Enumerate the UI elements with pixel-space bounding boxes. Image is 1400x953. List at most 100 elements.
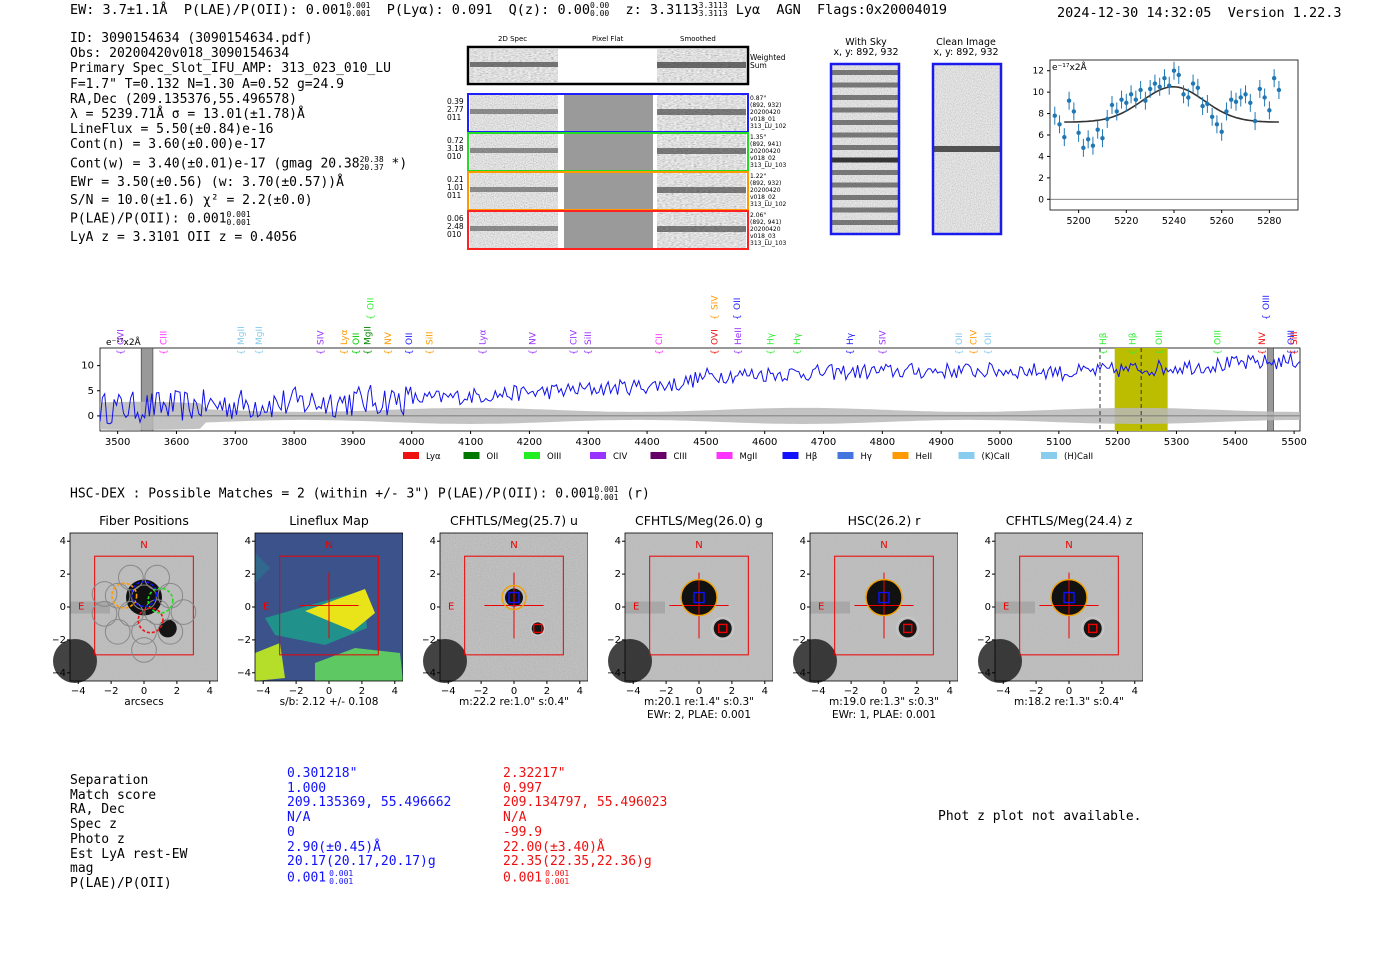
diffuse-source: [625, 601, 665, 614]
zoom-data-point: [1085, 137, 1091, 142]
line-label: OII {: [733, 298, 743, 320]
legend-swatch: [463, 452, 480, 459]
match-plae: 0.001: [287, 870, 327, 886]
header-plae: P(LAE)/P(OII): 0.001: [183, 2, 347, 18]
stamp-xtick-label: 0: [511, 686, 517, 697]
fiber-weight-1: 0.72: [447, 136, 464, 145]
stamp-ytick-label: 0: [800, 602, 806, 613]
stamp-title: CFHTLS/Meg(26.0) g: [635, 513, 763, 528]
fiber-detail-5: 313_LU_102: [750, 201, 787, 208]
header-z: z: 3.3113: [625, 2, 699, 18]
legend-label: MgII: [740, 452, 758, 462]
stamp-ytick-label: 2: [245, 569, 251, 580]
line-label-text: HeII: [734, 327, 744, 345]
diffuse-source: [810, 601, 850, 614]
fiber-details: 1.22" (892, 932) 20200420 v018_02 313_LU_102: [750, 173, 786, 208]
fiber-detail-3: 20200420: [750, 148, 781, 155]
fiber-circle: [118, 564, 144, 591]
info-plae-sub: 0.001: [226, 218, 251, 228]
north-label: N: [1065, 540, 1072, 551]
stamp-ytick-label: −4: [423, 668, 436, 679]
stamp-footer: arcsecs: [124, 696, 164, 708]
spectrum-xtick-label: 4800: [870, 437, 895, 448]
info-ewr: EWr = 3.50(±0.56) (w: 3.70(±0.57))Å: [70, 174, 344, 190]
fiber-detail-5: 313_LU_103: [750, 240, 787, 247]
stamp-ytick-label: 2: [60, 569, 66, 580]
fiber-smoothed-trace: [657, 187, 746, 193]
match-marker: [693, 591, 705, 604]
zoom-ytick-label: 8: [1038, 110, 1044, 120]
legend-label: Lyα: [426, 452, 441, 462]
zoom-ytick-label: 10: [1033, 88, 1045, 98]
stamp-image: N E −4 −4 −2 −2 0 0 2 2 4 4: [53, 532, 218, 697]
line-label-text: NV: [528, 331, 538, 345]
fiber-detail-2: (892, 932): [750, 180, 782, 187]
line-label: NV {: [384, 331, 394, 355]
stamp-ytick-label: 2: [430, 569, 436, 580]
header-bar: EW: 3.7±1.1Å P(LAE)/P(OII): 0.0010.001 0.…: [70, 2, 947, 19]
stamp-xtick-label: 0: [326, 686, 332, 697]
stamp-xtick-label: 4: [762, 686, 768, 697]
spectrum-ytick-label: 10: [81, 361, 94, 372]
line-label: Hγ {: [767, 332, 777, 355]
hsc-dex-summary: HSC-DEX : Possible Matches = 2 (within +…: [70, 486, 650, 502]
stamp-footer-2: EWr: 2, PLAE: 0.001: [646, 709, 752, 721]
stamp-footer: s/b: 2.12 +/- 0.108: [279, 696, 379, 708]
line-label-bracket: {: [984, 349, 994, 355]
sky-line: [831, 220, 899, 225]
zoom-data-point: [1157, 84, 1162, 89]
line-label-text: Hγ: [846, 332, 856, 345]
line-label-bracket: {: [478, 349, 488, 355]
lineflux-edge: [255, 553, 270, 583]
sky-line: [831, 82, 899, 88]
fiber-row: [467, 132, 749, 172]
zoom-data-point: [1147, 86, 1153, 92]
match-ellipse: [501, 584, 527, 611]
fiber-circle: [147, 587, 174, 614]
line-label-text: Lyα: [478, 329, 488, 345]
companion-marker: [903, 623, 913, 634]
east-label: E: [263, 602, 269, 613]
legend-swatch: [716, 452, 733, 459]
line-label-bracket: {: [425, 349, 435, 355]
legend-label: CIII: [674, 452, 687, 462]
stamp-ytick-label: −2: [423, 635, 436, 646]
stamp-ytick-label: 0: [245, 602, 251, 613]
north-label: N: [325, 540, 332, 551]
spectrum-xtick-label: 4500: [693, 437, 718, 448]
fiber-circle: [111, 582, 138, 609]
stamp-ytick-label: 4: [245, 536, 251, 547]
line-label-text: CIV: [970, 329, 980, 345]
zoom-data-point: [1052, 113, 1057, 118]
aperture-box: [1019, 555, 1119, 656]
fiber-weight-2: 2.77: [447, 105, 464, 114]
header-agn: AGN: [776, 2, 801, 18]
line-label-text: OII: [405, 333, 415, 345]
zoom-data-point: [1105, 116, 1110, 122]
line-label: SIV {: [878, 330, 888, 355]
companion-ellipse: [711, 616, 735, 640]
line-label-bracket: {: [384, 349, 394, 355]
east-label: E: [1003, 602, 1009, 613]
legend-swatch: [524, 452, 540, 459]
line-label-bracket: {: [1290, 349, 1300, 355]
zoom-data-point: [1181, 92, 1186, 97]
companion-source: [713, 619, 732, 638]
legend-label: OII: [487, 452, 499, 462]
fiber-weight-3: 010: [447, 152, 462, 161]
stamp-ytick-label: 2: [985, 569, 991, 580]
fiber-gap: [559, 173, 563, 209]
weighted-sum-row: [466, 45, 750, 86]
info-id: ID: 3090154634 (3090154634.pdf): [70, 31, 313, 46]
fiber-smoothed-trace: [657, 109, 746, 115]
zoom-data-point: [1186, 95, 1191, 100]
match-value: 0.301218": [287, 766, 358, 781]
legend-swatch: [782, 452, 799, 459]
companion-ellipse: [530, 620, 546, 636]
stamp-ytick-label: −2: [793, 635, 806, 646]
legend-swatch: [1041, 452, 1057, 459]
spectrum-xtick-label: 5100: [1046, 437, 1071, 448]
info-plae: P(LAE)/P(OII): 0.001: [70, 211, 227, 227]
line-label-bracket: {: [352, 349, 362, 355]
stamp-title: CFHTLS/Meg(25.7) u: [450, 513, 578, 528]
